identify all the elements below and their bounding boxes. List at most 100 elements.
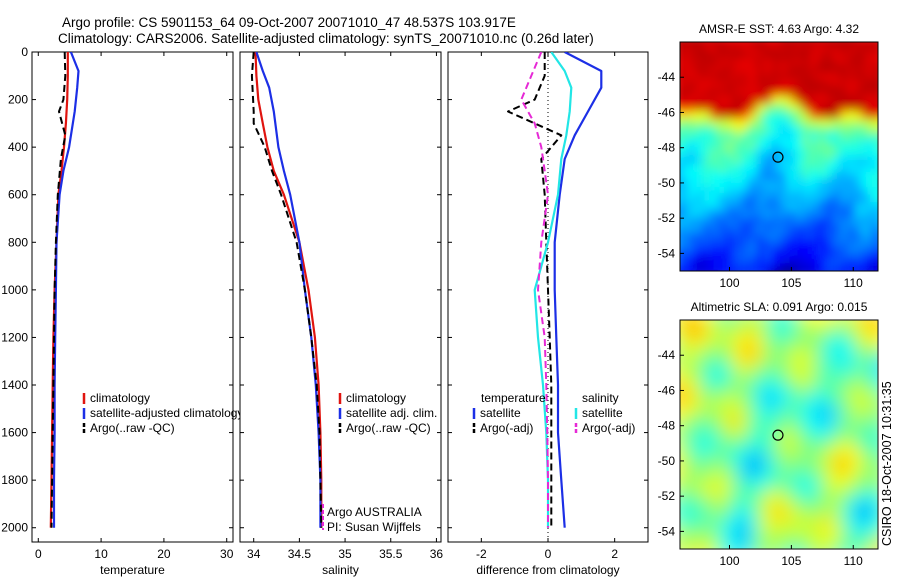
legend-group-title: salinity xyxy=(582,391,619,405)
field-cell xyxy=(725,350,734,359)
field-cell xyxy=(794,72,803,81)
field-cell xyxy=(779,141,788,150)
field-cell xyxy=(680,164,681,173)
field-cell xyxy=(740,518,750,527)
field-cell xyxy=(870,350,878,359)
field-cell xyxy=(786,248,795,257)
field-cell xyxy=(878,179,886,187)
field-cell xyxy=(809,110,818,119)
field-cell xyxy=(748,350,757,359)
map-y-tick-label: -48 xyxy=(658,419,676,433)
field-cell xyxy=(763,381,772,390)
field-cell xyxy=(741,549,749,557)
field-cell xyxy=(710,125,719,135)
field-cell xyxy=(733,495,742,504)
field-cell xyxy=(771,125,780,135)
field-cell xyxy=(740,350,750,359)
field-cell xyxy=(733,232,742,242)
field-cell xyxy=(680,95,689,104)
field-cell xyxy=(687,426,696,436)
field-cell xyxy=(756,125,765,135)
field-cell xyxy=(702,148,712,158)
profile-location-marker xyxy=(772,429,784,441)
field-cell xyxy=(824,42,833,51)
field-cell xyxy=(718,156,727,165)
field-cell xyxy=(710,373,719,382)
field-cell xyxy=(847,495,856,504)
field-cell xyxy=(756,335,765,344)
field-cell xyxy=(710,381,719,390)
field-cell xyxy=(847,87,856,97)
field-cell xyxy=(794,179,803,188)
field-cell xyxy=(680,187,689,196)
field-cell xyxy=(710,442,719,451)
field-cell xyxy=(832,263,841,271)
field-cell xyxy=(695,110,704,119)
field-cell xyxy=(832,164,841,173)
field-cell xyxy=(855,110,864,119)
field-cell xyxy=(794,350,803,359)
field-cell xyxy=(839,541,849,549)
field-cell xyxy=(832,118,841,127)
field-cell xyxy=(786,495,795,504)
field-cell xyxy=(695,187,704,196)
field-cell xyxy=(862,518,871,527)
field-cell xyxy=(702,80,712,89)
field-cell xyxy=(862,457,871,466)
field-cell xyxy=(756,225,765,234)
field-cell xyxy=(779,179,788,188)
field-cell xyxy=(824,388,833,397)
field-cell xyxy=(748,95,757,104)
field-cell xyxy=(725,373,734,382)
field-cell xyxy=(870,194,878,203)
field-cell xyxy=(878,351,886,359)
field-cell xyxy=(862,403,871,413)
field-cell xyxy=(756,480,765,489)
field-cell xyxy=(786,335,795,344)
field-cell xyxy=(809,80,818,89)
field-cell xyxy=(748,80,757,89)
field-cell xyxy=(794,327,803,336)
field-cell xyxy=(832,526,841,535)
field-cell xyxy=(771,465,780,474)
field-cell xyxy=(855,240,864,249)
field-cell xyxy=(801,232,811,242)
field-cell xyxy=(794,495,803,504)
series-line-climatology xyxy=(254,52,323,528)
field-cell xyxy=(748,209,757,219)
map-y-tick-label: -54 xyxy=(658,246,676,260)
field-cell xyxy=(756,327,765,336)
field-cell xyxy=(832,350,841,359)
field-cell xyxy=(695,164,704,173)
field-cell xyxy=(748,533,757,542)
field-cell xyxy=(855,148,864,158)
field-cell xyxy=(794,526,803,535)
field-cell xyxy=(695,365,704,375)
field-cell xyxy=(710,171,719,180)
field-cell xyxy=(687,263,696,271)
field-cell xyxy=(733,179,742,188)
field-cell xyxy=(687,80,696,89)
field-cell xyxy=(718,320,727,329)
field-cell xyxy=(695,503,704,512)
field-cell xyxy=(839,80,849,89)
field-cell xyxy=(794,64,803,74)
field-cell xyxy=(839,72,849,81)
field-cell xyxy=(847,419,856,428)
field-cell xyxy=(763,327,772,336)
field-cell xyxy=(847,320,856,329)
field-cell xyxy=(786,49,795,58)
field-cell xyxy=(878,320,886,328)
sst-field-blur xyxy=(680,42,886,271)
field-cell xyxy=(824,202,833,211)
field-cell xyxy=(809,57,818,66)
field-cell xyxy=(718,179,727,188)
field-cell xyxy=(710,342,719,352)
field-cell xyxy=(824,118,833,127)
field-cell xyxy=(710,49,719,58)
field-cell xyxy=(771,95,780,104)
field-cell xyxy=(695,449,704,458)
field-cell xyxy=(779,164,788,173)
field-cell xyxy=(710,457,719,466)
field-cell xyxy=(779,495,788,504)
